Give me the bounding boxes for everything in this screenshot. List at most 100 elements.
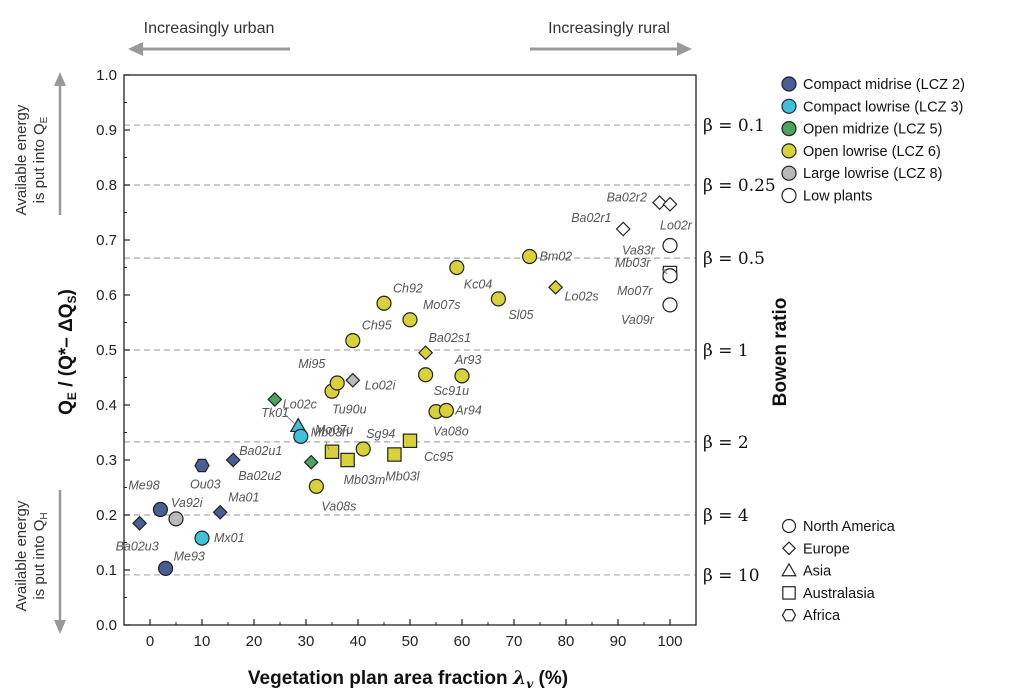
data-point [376, 295, 392, 311]
point-label: Va08o [433, 425, 469, 439]
bowen-label: β = 10 [703, 566, 760, 586]
y-tick-label: 0.8 [96, 177, 117, 194]
data-point [293, 428, 309, 444]
data-point [340, 452, 355, 468]
data-point [662, 237, 678, 254]
data-point [449, 259, 465, 276]
data-point [345, 372, 361, 388]
data-point [454, 368, 470, 384]
data-point [212, 504, 228, 520]
y-tick-label: 0.5 [96, 342, 117, 359]
x-tick-label: 0 [146, 633, 154, 650]
point-label: Mb03m [344, 473, 386, 487]
point-label: Mx01 [214, 531, 245, 545]
point-label: Ar93 [454, 353, 481, 367]
point-label: Ba02s1 [429, 331, 471, 345]
data-point [387, 447, 402, 462]
point-label: Ou03 [190, 478, 221, 492]
label-leader [283, 413, 296, 425]
x-tick-label: 50 [402, 633, 419, 650]
point-label: Mo07s [423, 298, 461, 312]
region-label: North America [803, 519, 896, 535]
x-tick-label: 80 [558, 633, 575, 650]
point-label: Sc91u [434, 384, 469, 398]
point-labels: Ba02u3 Me98 Me93 Va92i Mx01 Ou03 Ma01 Ba02u1 Lo0… [116, 191, 693, 564]
point-label: Mb03h [311, 425, 349, 439]
y-tick-label: 0.1 [96, 562, 117, 579]
point-label: Ba02u2 [238, 469, 281, 483]
svg-text:is put into QH: is put into QH [31, 512, 50, 599]
region-swatch [781, 518, 797, 534]
point-label: Tu90u [332, 402, 367, 416]
sensible-note-line1: Available energy [13, 500, 30, 611]
data-point [308, 478, 324, 494]
point-label: Lo02s [565, 289, 599, 303]
point-label: Kc04 [464, 278, 493, 292]
bowen-label: β = 1 [703, 341, 749, 361]
data-point [345, 333, 361, 349]
bowen-label: β = 4 [703, 506, 749, 526]
x-tick-label: 70 [506, 633, 523, 650]
rural-arrow: Increasingly rural [530, 20, 692, 56]
data-point [662, 268, 678, 284]
point-label: Ba02u3 [116, 539, 159, 553]
point-label: Bm02 [540, 250, 573, 264]
y-tick-label: 1.0 [96, 67, 117, 84]
y2-axis-title: Bowen ratio [770, 298, 791, 407]
label-leader [661, 268, 668, 272]
label-leader [325, 441, 330, 450]
data-point [303, 454, 319, 470]
x-tick-label: 100 [657, 633, 682, 650]
legend-swatch [781, 165, 797, 181]
urban-arrow-label: Increasingly urban [144, 20, 275, 37]
legend-swatch [781, 121, 797, 137]
urban-arrow: Increasingly urban [128, 20, 290, 56]
legend-label: Large lowrise (LCZ 8) [803, 166, 942, 182]
point-label: Lo02i [365, 378, 397, 392]
y-tick-label: 0.2 [96, 507, 117, 524]
point-label: Me98 [128, 479, 159, 493]
point-label: Va09r [621, 313, 655, 327]
side-note-sensible: Available energy is put into QH [13, 490, 66, 634]
bowen-ratio-lines: β = 0.1 β = 0.25 β = 0.5 β = 1 β = 2 β = 4 β =… [124, 116, 776, 586]
bowen-label: β = 0.25 [703, 176, 776, 196]
point-label: Cc95 [424, 450, 453, 464]
point-label: Ba02u1 [239, 444, 282, 458]
point-label: Mo07r [617, 284, 653, 298]
legend-label: Compact lowrise (LCZ 3) [803, 99, 963, 115]
x-tick-label: 90 [610, 633, 627, 650]
data-point [652, 195, 668, 211]
plot-axes: 0 10 20 30 40 50 60 70 80 90 100 0.0 0.1 0.2 0.3 0.4 0.5… [96, 67, 697, 650]
point-label: Mo07u [315, 423, 353, 437]
point-label: Ma01 [228, 490, 259, 504]
label-leader [661, 269, 668, 275]
latent-note-line2: is put into Q [31, 123, 48, 203]
data-point [225, 452, 241, 468]
x-tick-label: 20 [246, 633, 263, 650]
bowen-label: β = 2 [703, 433, 749, 453]
sensible-note-line2: is put into Q [31, 520, 48, 600]
legend-swatch [781, 187, 797, 204]
legend-label: Compact midrise (LCZ 2) [803, 77, 965, 93]
point-label: Va08s [321, 499, 356, 513]
point-label: Va83r [622, 244, 656, 258]
latent-note-line1: Available energy [13, 104, 30, 215]
legend-label: Low plants [803, 189, 872, 205]
legend-swatch [781, 143, 797, 159]
point-label: Mb03l [385, 470, 420, 484]
data-point [548, 279, 564, 295]
point-label: Mi95 [298, 357, 325, 371]
sensible-note-sub: H [39, 512, 50, 519]
sensible-arrow-head [54, 620, 66, 634]
region-swatch [781, 541, 797, 556]
point-label: Lo02c [283, 398, 318, 412]
point-label: Ch92 [393, 281, 423, 295]
y-tick-label: 0.6 [96, 287, 117, 304]
data-point [168, 511, 184, 527]
latent-note-sub: E [39, 116, 50, 123]
region-label: Asia [803, 564, 832, 580]
region-swatch [781, 608, 797, 622]
point-label: Va92i [171, 496, 204, 510]
point-label: Mb03r [615, 256, 651, 270]
